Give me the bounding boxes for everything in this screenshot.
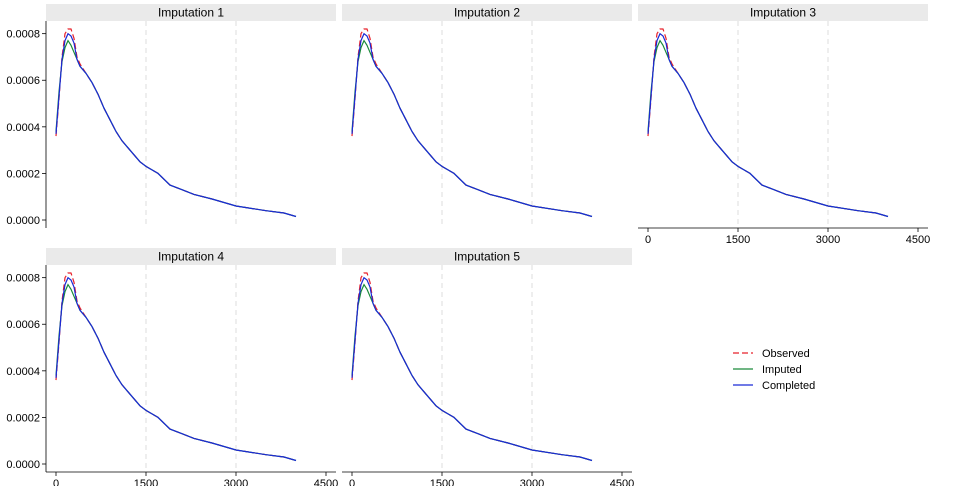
- x-tick-label: 4500: [314, 478, 338, 486]
- x-tick-label: 3000: [816, 234, 840, 246]
- series-line-imputed: [647, 39, 889, 218]
- legend-label-observed: Observed: [762, 348, 810, 360]
- panel-header: [342, 4, 632, 21]
- y-tick-label: 0.0002: [6, 168, 40, 180]
- x-tick-label: 3000: [520, 478, 544, 486]
- series-line-completed: [351, 32, 593, 218]
- x-tick-label: 4500: [906, 234, 930, 246]
- x-tick-label: 4500: [610, 478, 634, 486]
- panel-imputation-2: Imputation 2: [342, 4, 632, 228]
- panel-title: Imputation 4: [158, 250, 224, 264]
- panel-title: Imputation 5: [454, 250, 520, 264]
- x-tick-label: 0: [349, 478, 355, 486]
- y-tick-label: 0.0008: [6, 29, 40, 41]
- y-tick-label: 0.0004: [6, 122, 40, 134]
- panel-imputation-3: Imputation 3 0 1500 3000 4500: [638, 4, 930, 246]
- panel-header: [46, 248, 336, 265]
- series-line-observed: [351, 272, 593, 462]
- panel-title: Imputation 3: [750, 6, 816, 20]
- series-line-observed: [647, 28, 889, 218]
- x-tick-label: 3000: [224, 478, 248, 486]
- y-tick-label: 0.0002: [6, 412, 40, 424]
- series-line-completed: [647, 32, 889, 218]
- series-line-imputed: [351, 39, 593, 218]
- panel-title: Imputation 1: [158, 6, 224, 20]
- series-line-completed: [55, 276, 297, 462]
- x-tick-label: 0: [645, 234, 651, 246]
- series-line-observed: [55, 272, 297, 462]
- panel-imputation-5: Imputation 5 0 1500 3000 4500: [342, 248, 634, 486]
- series-line-observed: [55, 28, 297, 218]
- y-tick-label: 0.0004: [6, 366, 40, 378]
- legend-label-imputed: Imputed: [762, 364, 802, 376]
- y-tick-label: 0.0000: [6, 459, 40, 471]
- series-line-imputed: [55, 39, 297, 218]
- panel-title: Imputation 2: [454, 6, 520, 20]
- series-line-observed: [351, 28, 593, 218]
- x-tick-label: 0: [53, 478, 59, 486]
- legend: Observed Imputed Completed: [733, 348, 815, 392]
- series-line-completed: [351, 276, 593, 462]
- y-tick-label: 0.0008: [6, 273, 40, 285]
- panel-grid: Imputation 1 0.0000 0.0002 0.0004 0.0006 0.00…: [6, 4, 930, 486]
- y-tick-label: 0.0006: [6, 75, 40, 87]
- series-line-imputed: [351, 283, 593, 462]
- series-line-completed: [55, 32, 297, 218]
- panel-header: [638, 4, 928, 21]
- y-tick-label: 0.0006: [6, 319, 40, 331]
- x-tick-label: 1500: [134, 478, 158, 486]
- legend-label-completed: Completed: [762, 380, 815, 392]
- panel-imputation-1: Imputation 1 0.0000 0.0002 0.0004 0.0006 0.00…: [6, 4, 336, 228]
- x-tick-label: 1500: [726, 234, 750, 246]
- y-tick-label: 0.0000: [6, 215, 40, 227]
- series-line-imputed: [55, 283, 297, 462]
- panel-header: [342, 248, 632, 265]
- panel-imputation-4: Imputation 4 0.0000 0.0002 0.0004 0.0006 0.00…: [6, 248, 338, 486]
- x-tick-label: 1500: [430, 478, 454, 486]
- panel-header: [46, 4, 336, 21]
